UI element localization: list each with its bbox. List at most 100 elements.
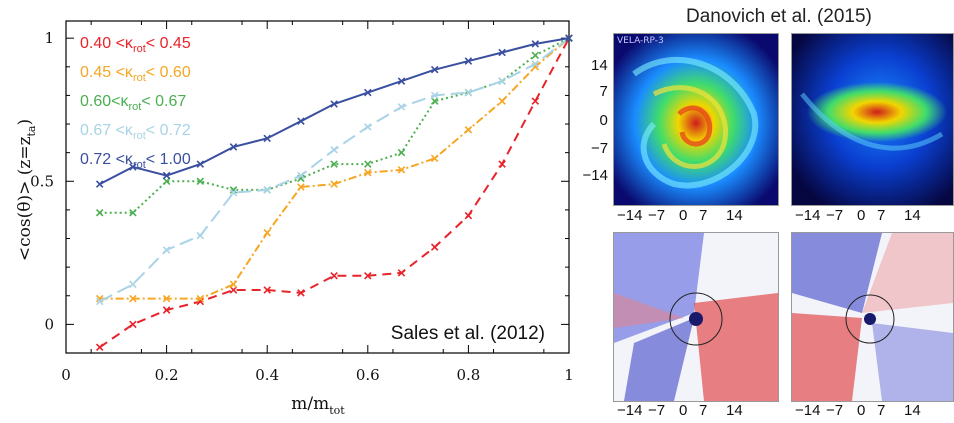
panel-y-tick-label: 7 [599,83,608,100]
data-point [196,294,205,303]
data-point [229,286,238,294]
panel-x-tick-label: 7 [699,402,708,419]
x-axis-label-sub: tot [329,404,345,417]
x-tick-label: 1 [564,366,574,384]
data-point [364,123,372,131]
simulation-label: VELA-RP-3 [617,36,664,46]
panel-y-tick-label: −14 [582,167,608,184]
panel-x-tick-label: 0 [857,402,866,419]
data-point [364,168,372,177]
data-point [129,208,137,217]
data-point [297,171,305,180]
legend-entry: 0.45 <κrot< 0.60 [80,64,191,84]
data-point [95,343,104,352]
x-tick-label: 0.8 [456,366,480,384]
panel-x-tick-label: −14 [617,402,643,419]
data-point [263,134,271,143]
legend-entry: 0.40 <κrot< 0.45 [80,35,191,55]
panel-x-tick-label: 14 [726,402,743,419]
data-point [531,51,540,60]
y-axis-label-sub: ta [25,125,38,136]
plot-frame [65,20,570,354]
data-point [297,117,305,125]
data-point [464,125,473,134]
data-point [498,97,506,105]
data-point [263,286,271,294]
data-point [162,177,171,186]
data-point [531,97,540,105]
data-point [229,188,238,197]
data-point [95,297,104,306]
y-axis-label: <cos(θ)> (z=zta) [15,119,38,261]
data-point [531,60,540,68]
velocity-map-edge-on [791,232,954,402]
density-map-edge-on [791,33,954,206]
panel-x-tick-label: 7 [877,402,886,419]
panel-x-tick-label: 7 [699,207,708,224]
data-point [162,306,171,314]
data-point [95,208,104,217]
series-line [99,37,570,349]
panel-y-tick-label: 0 [599,112,608,129]
data-point [95,180,104,188]
data-point [297,289,305,297]
legend-entry-pre: 0.45 <κ [80,64,134,81]
legend-entry-post: < 0.72 [146,122,191,139]
velocity-map-face-on [613,232,779,402]
data-point [229,143,238,151]
data-point [397,148,406,157]
y-axis-label-end: ) [15,119,35,126]
x-axis-label: m/mtot [291,394,345,417]
data-point [196,231,205,240]
legend: 0.40 <κrot< 0.450.45 <κrot< 0.600.60<κro… [80,35,191,171]
data-point [263,186,271,194]
x-tick-label: 0.4 [255,366,279,384]
data-point [397,103,406,111]
axis-ticks: 0 0.2 0.4 0.6 0.8 1 0 0.5 1 [30,21,574,384]
panel-y-tick-label: 14 [591,57,608,74]
legend-entry-sub: rot [128,101,141,113]
x-tick-label: 0.2 [155,366,179,384]
panel-x-tick-label: −14 [617,207,643,224]
data-point [397,269,406,277]
legend-entry: 0.60<κrot< 0.67 [80,93,186,113]
panel-x-tick-label: −7 [648,207,666,224]
data-point [129,280,137,289]
data-point [263,229,271,237]
x-tick-label: 0.6 [356,366,380,384]
data-point [531,40,540,48]
data-point [464,57,473,65]
data-point [162,294,171,303]
panel-x-tick-label: 14 [904,402,921,419]
data-point [565,34,573,42]
data-point [229,186,238,194]
data-point [297,183,305,191]
series-group [95,34,573,352]
data-point [430,97,439,105]
legend-entry-post: < 0.60 [146,64,191,81]
legend-entry: 0.72 <κrot< 1.00 [80,151,191,171]
legend-entry: 0.67 <κrot< 0.72 [80,122,191,142]
line-chart: 0 0.2 0.4 0.6 0.8 100.51 0.40 <κrot< 0.450.45… [15,20,574,417]
x-tick-label: 0 [61,366,71,384]
data-point [129,294,137,303]
panel-x-tick-label: −14 [795,402,821,419]
data-point [430,65,439,74]
panel-x-tick-label: 14 [904,207,921,224]
data-point [330,160,338,168]
y-tick-label: 1 [44,29,54,47]
panel-x-tick-label: 0 [679,402,688,419]
panel-x-tick-label: −7 [826,207,844,224]
data-point [330,146,338,154]
data-point [162,246,171,254]
data-point [430,243,439,251]
legend-entry-sub: rot [133,72,146,84]
data-point [129,163,137,171]
legend-entry-pre: 0.40 <κ [80,35,134,52]
legend-entry-pre: 0.72 <κ [80,151,134,168]
annotation: Sales et al. (2012) [391,323,545,344]
data-point [330,100,338,108]
data-point [129,320,137,329]
legend-entry-post: < 0.45 [146,35,191,52]
legend-entry-pre: 0.67 <κ [80,122,134,139]
